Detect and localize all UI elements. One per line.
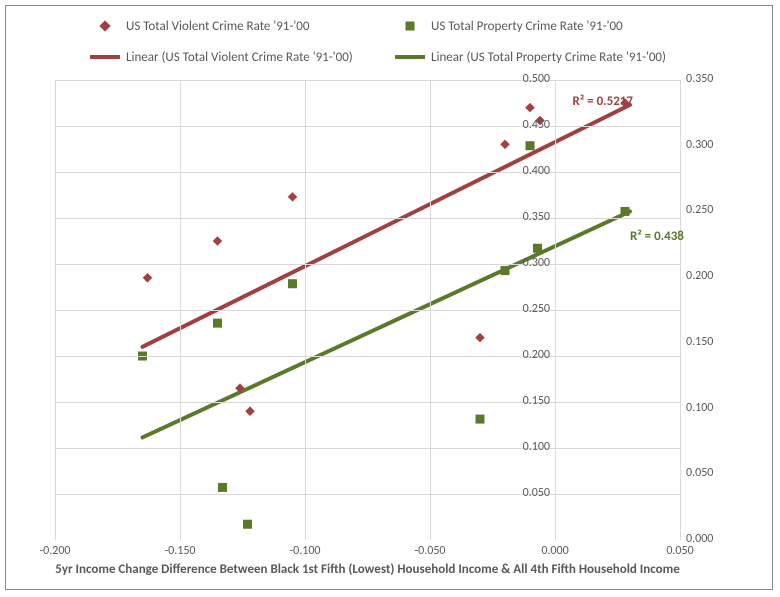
- y-left-tick-label: 0.400: [510, 164, 550, 178]
- y-right-tick-label: 0.100: [686, 401, 726, 415]
- y-right-tick-label: 0.300: [686, 138, 726, 152]
- square-icon: [395, 19, 425, 33]
- gridline-h: [55, 402, 680, 403]
- y-left-tick-label: 0.450: [510, 118, 550, 132]
- gridline-h: [55, 126, 680, 127]
- legend-label: Linear (US Total Violent Crime Rate '91-…: [126, 50, 353, 65]
- x-axis-title: 5yr Income Change Difference Between Bla…: [55, 562, 680, 577]
- y-left-tick-label: 0.050: [510, 486, 550, 500]
- gridline-h: [55, 218, 680, 219]
- gridline-h: [55, 172, 680, 173]
- y-left-tick-label: 0.100: [510, 440, 550, 454]
- y-right-tick-label: 0.200: [686, 269, 726, 283]
- legend-item-property-scatter: US Total Property Crime Rate '91-'00: [395, 12, 700, 40]
- x-tick-label: -0.050: [410, 544, 450, 558]
- legend-label: US Total Violent Crime Rate '91-'00: [126, 19, 309, 34]
- legend-label: Linear (US Total Property Crime Rate '91…: [431, 50, 666, 65]
- x-tick-label: 0.000: [535, 544, 575, 558]
- y-left-tick-label: 0.250: [510, 302, 550, 316]
- y-right-tick-label: 0.250: [686, 203, 726, 217]
- legend: US Total Violent Crime Rate '91-'00 US T…: [90, 12, 700, 74]
- x-tick-label: -0.150: [160, 544, 200, 558]
- x-tick-label: 0.050: [660, 544, 700, 558]
- y-left-tick-label: 0.200: [510, 348, 550, 362]
- x-tick-label: -0.100: [285, 544, 325, 558]
- legend-item-property-line: Linear (US Total Property Crime Rate '91…: [395, 43, 700, 71]
- line-icon: [395, 50, 425, 64]
- property_line-r2: R² = 0.438: [630, 229, 684, 244]
- gridline-h: [55, 80, 680, 81]
- y-left-tick-label: 0.150: [510, 394, 550, 408]
- gridline-h: [55, 494, 680, 495]
- y-left-tick-label: 0.300: [510, 256, 550, 270]
- y-left-tick-label: 0.350: [510, 210, 550, 224]
- line-icon: [90, 50, 120, 64]
- legend-item-violent-line: Linear (US Total Violent Crime Rate '91-…: [90, 43, 395, 71]
- y-left-tick-label: 0.500: [510, 72, 550, 86]
- scatter-chart: US Total Violent Crime Rate '91-'00 US T…: [0, 0, 780, 597]
- x-tick-label: -0.200: [35, 544, 75, 558]
- y-right-tick-label: 0.350: [686, 72, 726, 86]
- gridline-h: [55, 448, 680, 449]
- gridline-h: [55, 310, 680, 311]
- y-right-tick-label: 0.150: [686, 335, 726, 349]
- gridline-h: [55, 356, 680, 357]
- diamond-icon: [90, 19, 120, 33]
- gridline-h: [55, 264, 680, 265]
- legend-item-violent-scatter: US Total Violent Crime Rate '91-'00: [90, 12, 395, 40]
- legend-label: US Total Property Crime Rate '91-'00: [431, 19, 623, 34]
- gridline-v: [680, 80, 681, 540]
- y-right-tick-label: 0.000: [686, 532, 726, 546]
- violent_line-r2: R² = 0.5217: [573, 94, 633, 109]
- y-right-tick-label: 0.050: [686, 466, 726, 480]
